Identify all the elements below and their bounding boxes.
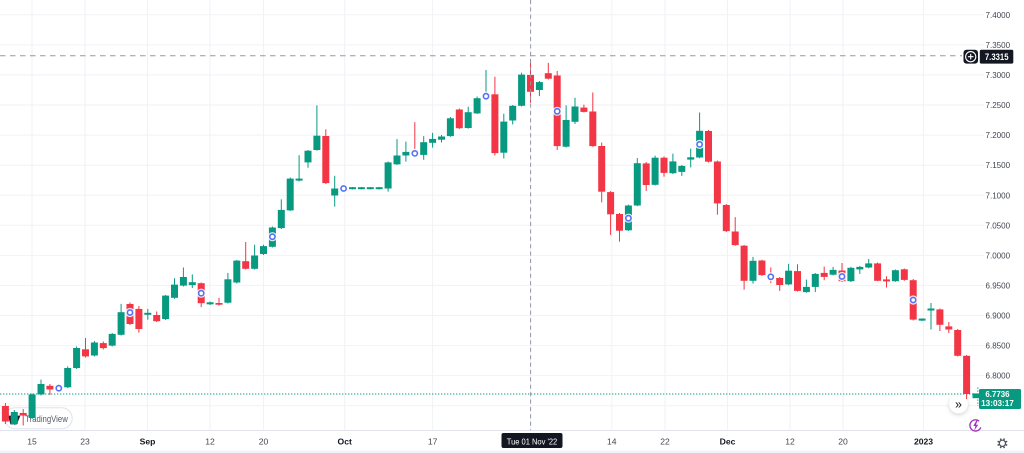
svg-text:7.3000: 7.3000 [986, 70, 1011, 80]
svg-text:20: 20 [259, 436, 269, 446]
svg-text:TradingView: TradingView [25, 414, 68, 424]
svg-text:14: 14 [607, 436, 617, 446]
svg-text:7.0500: 7.0500 [986, 220, 1011, 230]
svg-text:13:03:17: 13:03:17 [981, 398, 1014, 408]
svg-text:7.3315: 7.3315 [985, 52, 1009, 62]
svg-text:2023: 2023 [914, 436, 933, 446]
svg-text:7.3500: 7.3500 [986, 40, 1011, 50]
svg-text:Sep: Sep [140, 436, 156, 446]
svg-text:22: 22 [660, 436, 670, 446]
svg-text:6.9500: 6.9500 [986, 281, 1011, 291]
svg-text:17: 17 [428, 436, 438, 446]
svg-text:23: 23 [80, 436, 90, 446]
svg-text:12: 12 [785, 436, 795, 446]
svg-text:6.8500: 6.8500 [986, 341, 1011, 351]
svg-text:6.7736: 6.7736 [985, 389, 1009, 399]
svg-text:Oct: Oct [338, 436, 352, 446]
svg-text:7.1500: 7.1500 [986, 160, 1011, 170]
svg-text:20: 20 [838, 436, 848, 446]
svg-text:7.0000: 7.0000 [986, 251, 1011, 261]
svg-text:7.2500: 7.2500 [986, 100, 1011, 110]
svg-text:6.9000: 6.9000 [986, 311, 1011, 321]
svg-text:7.2000: 7.2000 [986, 130, 1011, 140]
svg-text:15: 15 [27, 436, 37, 446]
svg-text:12: 12 [205, 436, 215, 446]
svg-text:»: » [955, 397, 962, 411]
svg-text:6.8000: 6.8000 [986, 371, 1011, 381]
svg-text:7.4000: 7.4000 [986, 10, 1011, 20]
svg-text:7.1000: 7.1000 [986, 190, 1011, 200]
svg-text:Dec: Dec [720, 436, 736, 446]
svg-text:Tue 01 Nov '22: Tue 01 Nov '22 [507, 436, 558, 446]
